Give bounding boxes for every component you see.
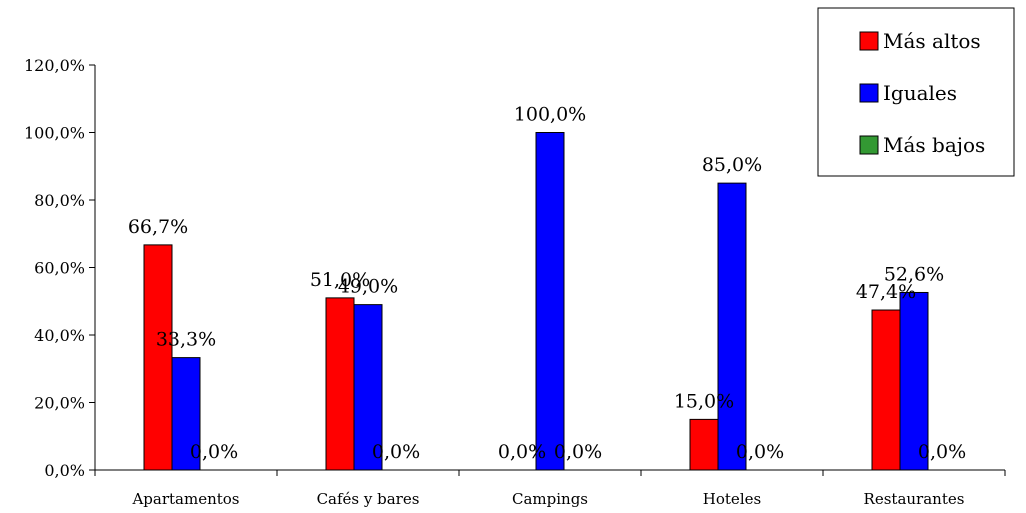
legend-box [817, 7, 1015, 177]
legend-swatch [859, 135, 879, 155]
legend-label: Iguales [883, 81, 957, 105]
y-tick-label: 0,0% [44, 461, 85, 480]
y-tick-label: 60,0% [34, 259, 85, 278]
y-tick-label: 20,0% [34, 394, 85, 413]
data-label: 0,0% [554, 441, 602, 463]
y-axis: 0,0% 20,0% 40,0% 60,0% 80,0% 100,0% 120,0% [24, 56, 96, 480]
data-label: 0,0% [498, 441, 546, 463]
legend-swatch [859, 31, 879, 51]
data-label: 100,0% [514, 104, 586, 126]
bar [871, 309, 901, 471]
y-tick-label: 100,0% [24, 124, 85, 143]
x-tick-label: Campings [512, 490, 588, 508]
bars [143, 132, 929, 471]
y-tick-label: 40,0% [34, 326, 85, 345]
x-tick-label: Hoteles [703, 490, 761, 508]
data-label: 0,0% [372, 441, 420, 463]
y-tick-label: 120,0% [24, 56, 85, 75]
data-label: 15,0% [674, 390, 734, 412]
data-label: 33,3% [156, 329, 216, 351]
x-tick-label: Cafés y bares [317, 490, 420, 508]
bar [535, 132, 565, 471]
data-label: 47,4% [856, 281, 916, 303]
data-label: 66,7% [128, 216, 188, 238]
bar [899, 291, 929, 471]
data-labels: 66,7% 51,0% 0,0% 15,0% 47,4% 33,3% 49,0% 100,0%… [128, 104, 966, 464]
x-tick-label: Restaurantes [864, 490, 965, 508]
legend: Más altos Iguales Más bajos [817, 7, 1015, 177]
data-label: 0,0% [190, 441, 238, 463]
data-label: 51,0% [310, 269, 370, 291]
data-label: 0,0% [918, 441, 966, 463]
bar [171, 357, 201, 471]
x-axis: Apartamentos Cafés y bares Campings Hoteles… [94, 469, 1006, 508]
bar [689, 418, 719, 471]
data-label: 85,0% [702, 154, 762, 176]
data-label: 52,6% [884, 263, 944, 285]
y-tick-label: 80,0% [34, 191, 85, 210]
bar [353, 304, 383, 471]
data-label: 49,0% [338, 276, 398, 298]
legend-label: Más bajos [883, 133, 985, 157]
x-tick-label: Apartamentos [131, 490, 239, 508]
bar [717, 182, 747, 471]
data-label: 0,0% [736, 441, 784, 463]
legend-label: Más altos [883, 29, 981, 53]
legend-swatch [859, 83, 879, 103]
bar [325, 297, 355, 471]
bar [143, 244, 173, 471]
